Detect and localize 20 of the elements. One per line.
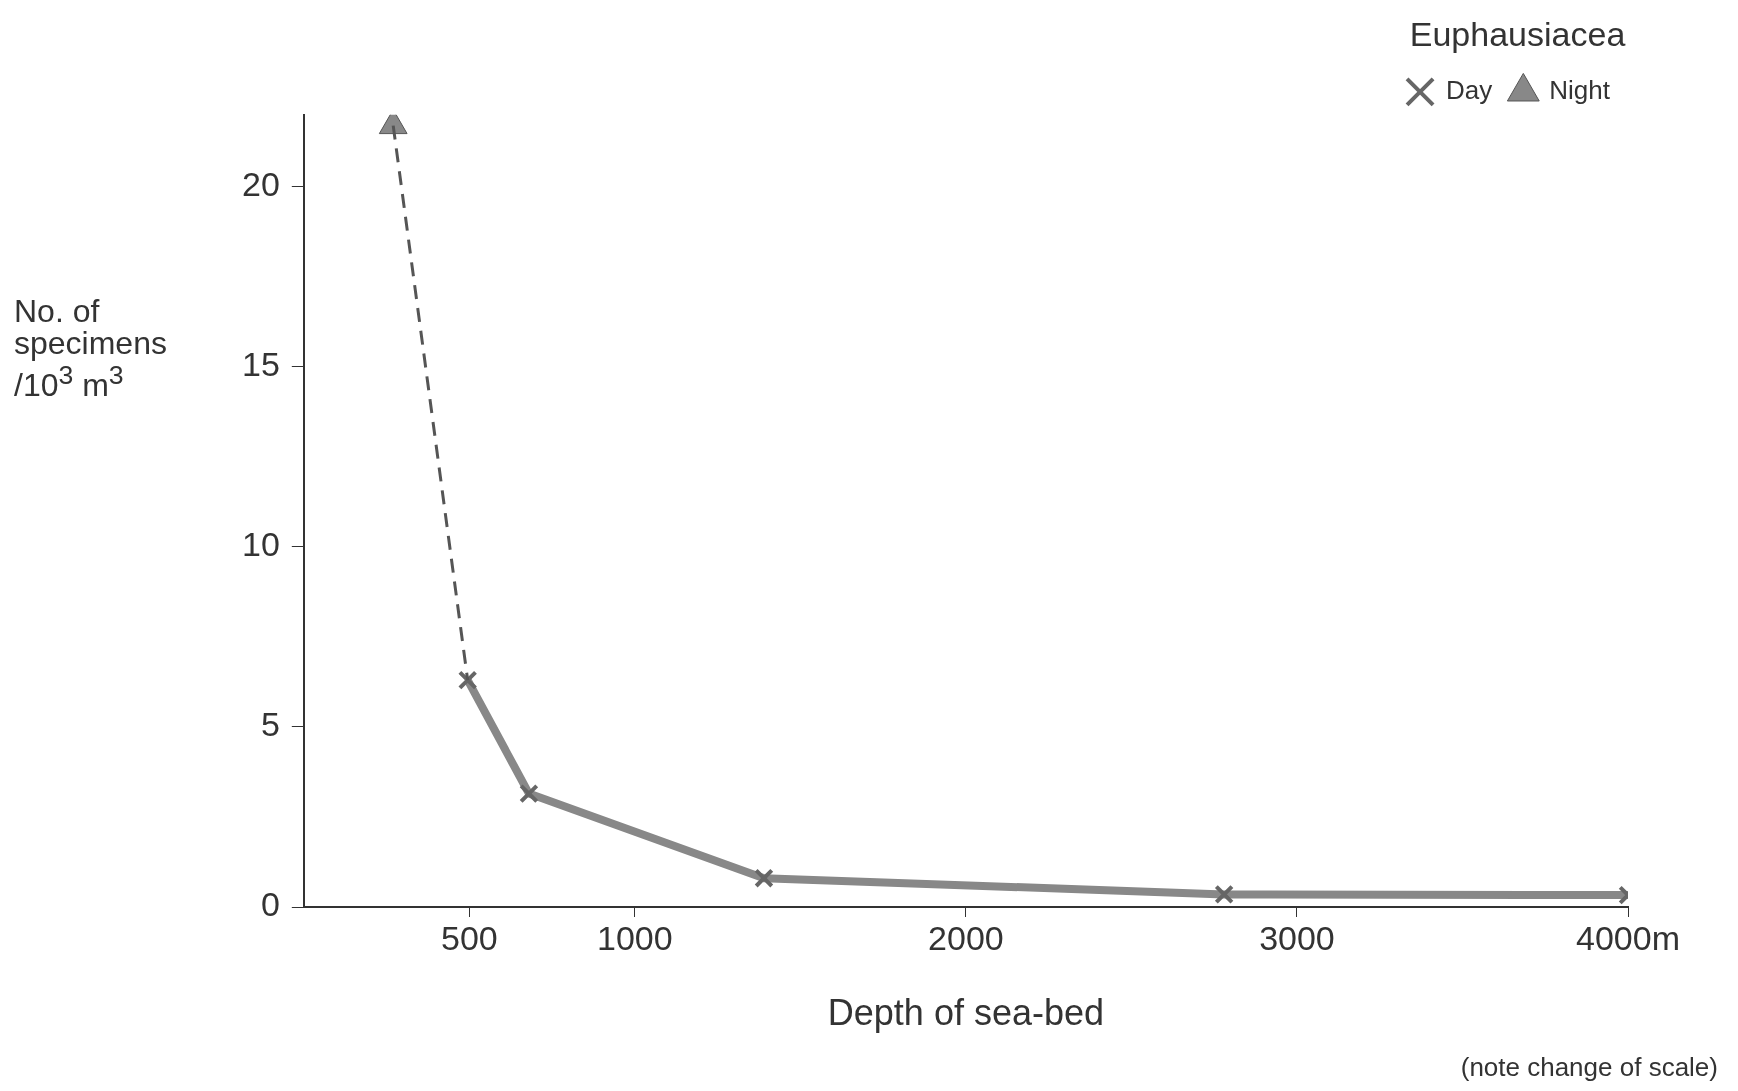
x-tick-label: 3000 bbox=[1259, 918, 1335, 957]
x-axis-title: Depth of sea-bed bbox=[827, 992, 1104, 1034]
text: (note change of scale) bbox=[1460, 1052, 1718, 1083]
y-tick-label: 0 bbox=[260, 885, 280, 924]
x-tick-label: 500 bbox=[440, 918, 498, 957]
y-tick-label: 5 bbox=[260, 705, 280, 744]
x-tick-label: 2000 bbox=[928, 918, 1004, 957]
x-tick-label: 1000 bbox=[597, 918, 673, 957]
y-axis-title: No. of specimens /10$^{3}$ m$^{3}$ bbox=[14, 293, 167, 403]
legend-label: Night bbox=[1549, 74, 1611, 105]
x-tick-label: 4000m bbox=[1576, 918, 1680, 957]
y-tick-label: 10 bbox=[241, 525, 280, 564]
y-tick-label: 20 bbox=[241, 165, 280, 204]
legend-title: Euphausiacea bbox=[1409, 15, 1626, 54]
point bbox=[1214, 884, 1234, 905]
point bbox=[754, 868, 774, 888]
point bbox=[457, 670, 478, 690]
legend-label: Day bbox=[1446, 74, 1493, 105]
y-tick-label: 15 bbox=[241, 345, 280, 384]
point bbox=[519, 783, 539, 804]
